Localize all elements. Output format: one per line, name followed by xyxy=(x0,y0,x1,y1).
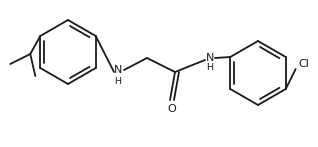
Text: H: H xyxy=(206,62,213,71)
Text: N: N xyxy=(114,65,122,75)
Text: O: O xyxy=(168,104,176,114)
Text: Cl: Cl xyxy=(298,59,309,69)
Text: H: H xyxy=(114,76,121,86)
Text: N: N xyxy=(206,53,214,63)
